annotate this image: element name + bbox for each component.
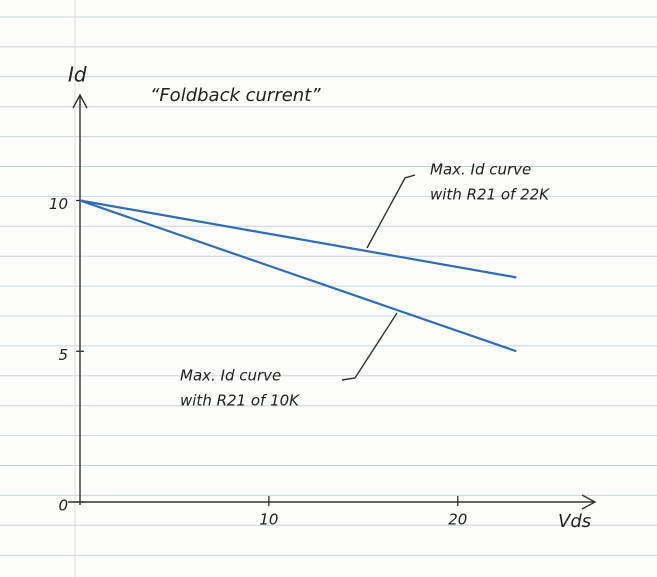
pointer (341, 312, 398, 381)
annotation: Max. Id curve (430, 161, 531, 179)
y-tick-label: 5 (58, 346, 68, 364)
x-tick-label: 10 (259, 511, 278, 529)
x-tick-label: 20 (448, 511, 467, 529)
chart-title: “Foldback current” (150, 85, 321, 106)
x-axis (68, 494, 597, 510)
pointer (366, 174, 416, 249)
data-line (79, 199, 517, 353)
y-axis-label: Id (68, 63, 87, 87)
x-axis-label: Vds (558, 511, 591, 532)
annotation: with R21 of 22K (430, 186, 550, 204)
data-line (79, 199, 517, 279)
y-tick-label: 0 (58, 497, 68, 515)
ruled-lines (0, 16, 657, 556)
y-axis (72, 93, 88, 505)
y-tick-label: 10 (49, 195, 68, 213)
annotation: Max. Id curve (180, 367, 281, 385)
annotation: with R21 of 10K (180, 392, 300, 410)
